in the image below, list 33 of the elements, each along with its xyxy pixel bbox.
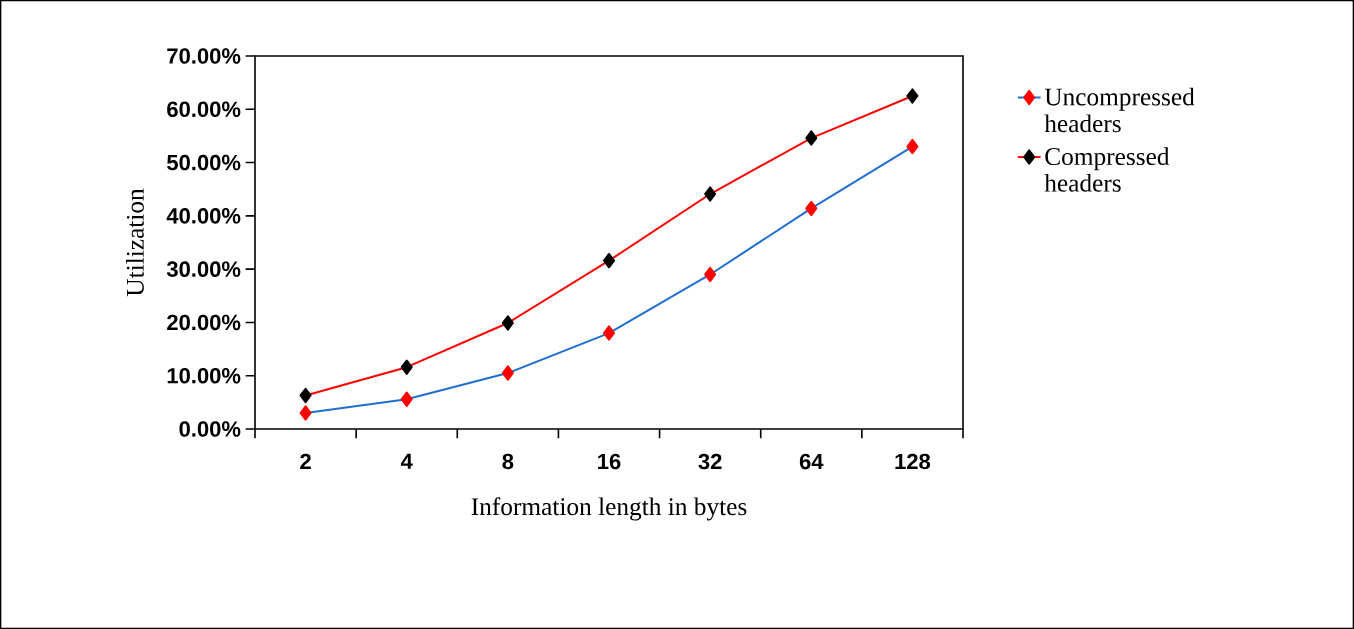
y-tick-label: 60.00% — [167, 101, 241, 118]
y-tick-label: 50.00% — [167, 154, 241, 171]
point — [704, 266, 717, 283]
point — [400, 391, 413, 407]
y-tick-label: 70.00% — [167, 48, 241, 64]
x-axis-title: Information length in bytes — [471, 497, 747, 521]
y-tick-label: 20.00% — [167, 314, 241, 331]
x-tick-label: 4 — [400, 453, 413, 469]
y-tick-label: 30.00% — [166, 261, 241, 277]
legend-label: Compressed headers — [1044, 147, 1170, 192]
y-tick-label: 10.00% — [167, 367, 241, 384]
point — [906, 88, 919, 104]
x-tick-label: 128 — [895, 453, 931, 470]
x-tick-label: 16 — [598, 453, 621, 470]
point — [805, 200, 818, 217]
y-axis-title: Utilization — [126, 188, 144, 297]
y-tick-label: 0.00% — [179, 421, 241, 437]
x-tick-label: 32 — [698, 453, 722, 470]
point — [501, 365, 514, 381]
point — [805, 130, 818, 146]
x-tick-label: 64 — [799, 453, 824, 470]
point — [400, 359, 413, 375]
x-tick-label: 8 — [502, 453, 514, 470]
point — [906, 138, 919, 155]
legend-label: Uncompressed headers — [1044, 87, 1195, 133]
point — [299, 405, 312, 421]
point — [603, 325, 615, 341]
point — [501, 315, 514, 331]
y-tick-label: 40.00% — [166, 208, 241, 224]
x-tick-label: 2 — [300, 453, 311, 470]
point — [299, 387, 312, 404]
point — [704, 186, 717, 202]
point — [603, 252, 615, 269]
